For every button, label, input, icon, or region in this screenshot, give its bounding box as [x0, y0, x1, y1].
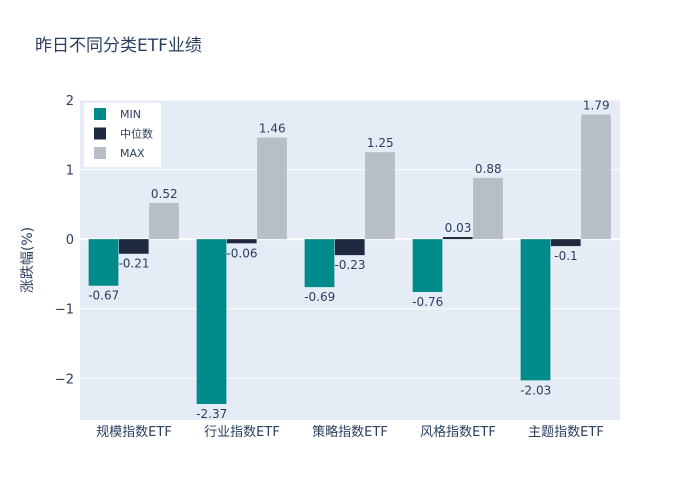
legend-swatch — [94, 147, 106, 159]
legend-label: 中位数 — [120, 127, 153, 141]
data-label: -0.1 — [554, 249, 577, 263]
legend-label: MAX — [120, 147, 145, 160]
data-label: -2.37 — [196, 407, 227, 421]
x-tick-label: 主题指数ETF — [528, 425, 604, 440]
data-label: -0.76 — [412, 295, 443, 309]
y-tick-label: 1 — [66, 164, 74, 179]
data-label: -2.03 — [520, 383, 551, 397]
bar — [412, 239, 443, 292]
bar — [334, 239, 365, 256]
bar — [550, 239, 581, 247]
data-label: 0.88 — [475, 162, 502, 176]
bar — [520, 239, 551, 381]
legend-label: MIN — [120, 108, 141, 121]
y-tick-label: −2 — [55, 372, 74, 387]
data-label: -0.06 — [226, 246, 257, 260]
x-tick-label: 风格指数ETF — [420, 424, 496, 440]
bar — [257, 137, 287, 240]
data-label: 1.25 — [367, 136, 394, 150]
bar — [442, 237, 473, 240]
bar — [149, 202, 179, 240]
y-tick-label: 2 — [66, 94, 74, 109]
bar — [304, 239, 335, 288]
bar — [196, 239, 227, 404]
bar — [473, 177, 503, 240]
bar — [118, 239, 149, 254]
bar — [226, 239, 257, 244]
bar — [88, 239, 119, 286]
data-label: 1.79 — [583, 99, 610, 113]
legend-swatch — [94, 108, 106, 120]
data-label: 1.46 — [259, 122, 286, 136]
x-tick-label: 策略指数ETF — [312, 424, 388, 440]
y-axis-ticks: −2 −1 0 1 2 — [55, 94, 74, 387]
legend-swatch — [94, 127, 106, 140]
data-labels: -0.67 -0.21 0.52 -2.37 -0.06 1.46 -0.69 -0.23 1.… — [88, 99, 609, 421]
x-axis-ticks: 规模指数ETF 行业指数ETF 策略指数ETF 风格指数ETF 主题指数ETF — [96, 424, 604, 440]
chart-title: 昨日不同分类ETF业绩 — [35, 36, 202, 56]
y-tick-label: 0 — [66, 233, 74, 248]
bars — [88, 114, 611, 404]
legend: MIN 中位数 MAX — [84, 103, 161, 167]
bar — [365, 152, 395, 240]
data-label: -0.67 — [88, 289, 119, 303]
x-tick-label: 规模指数ETF — [96, 425, 172, 440]
data-label: 0.03 — [445, 221, 472, 235]
x-tick-label: 行业指数ETF — [204, 425, 280, 440]
y-tick-label: −1 — [55, 303, 74, 318]
data-label: 0.52 — [151, 187, 178, 201]
data-label: -0.21 — [118, 257, 149, 271]
data-label: -0.69 — [304, 290, 335, 304]
y-axis-title: 涨跌幅(%) — [20, 227, 36, 293]
bar — [581, 114, 611, 240]
data-label: -0.23 — [334, 258, 365, 272]
